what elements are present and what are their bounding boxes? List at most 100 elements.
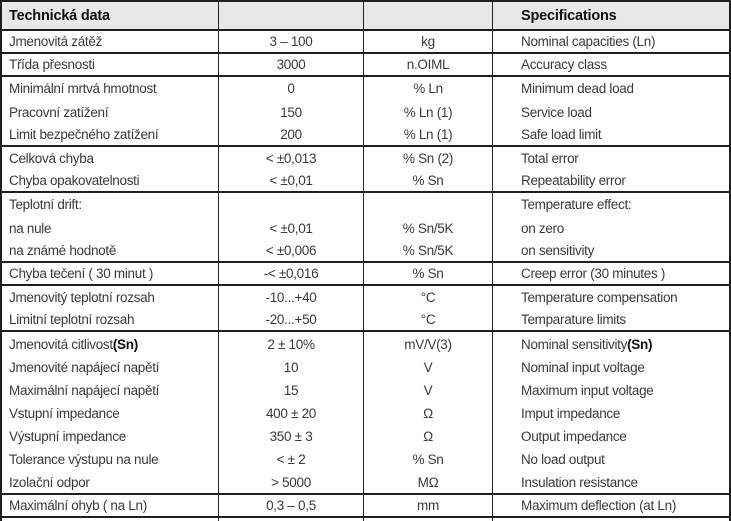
unit-cell xyxy=(364,193,493,217)
unit-cell: % Sn/5K xyxy=(364,216,493,240)
value-cell: 400 ± 20 xyxy=(219,402,364,426)
table-row: Maximální ohyb ( na Ln) 0,3 – 0,5 mm Max… xyxy=(2,494,729,518)
value-cell: 200 xyxy=(219,123,364,145)
table-row: na nule < ±0,01 % Sn/5K on zero xyxy=(2,216,729,240)
unit-cell: % Sn xyxy=(364,448,493,472)
table-row: Jmenovitý teplotní rozsah -10...+40 °C T… xyxy=(2,286,729,310)
table-row: Výstupní impedance 350 ± 3 Ω Output impe… xyxy=(2,425,729,449)
table-row: Chyba opakovatelnosti < ±0,01 % Sn Repea… xyxy=(2,170,729,194)
label-cz-cell: Limitní teplotní rozsah xyxy=(2,309,219,331)
value-cell: 350 ± 3 xyxy=(219,425,364,449)
value-cell: 2 ± 10% xyxy=(219,332,364,356)
unit-cell: V xyxy=(364,378,493,402)
header-czech-title: Technická data xyxy=(2,2,219,29)
table-row: Jmenovitá citlivost (Sn) 2 ± 10% mV/V(3)… xyxy=(2,332,729,356)
value-cell: -10...+40 xyxy=(219,286,364,310)
cropped-next-row xyxy=(2,517,729,521)
header-unit-column-empty xyxy=(364,2,493,29)
value-cell: < ±0,01 xyxy=(219,170,364,192)
table-row: Maximální napájecí napětí 15 V Maximum i… xyxy=(2,378,729,402)
label-en-cell: Maximum deflection (at Ln) xyxy=(521,497,677,513)
value-cell: 150 xyxy=(219,100,364,124)
label-en-cell: Minimum dead load xyxy=(521,81,634,97)
table-header-row: Technická data Specifications xyxy=(2,2,729,31)
cropped-label-cz-cell xyxy=(2,517,219,521)
unit-cell: n.OIML xyxy=(364,54,493,76)
label-cz-cell: Jmenovitá citlivost (Sn) xyxy=(2,332,219,356)
table-row: Celková chyba < ±0,013 % Sn (2) Total er… xyxy=(2,146,729,171)
label-cz-cell: Vstupní impedance xyxy=(2,402,219,426)
table-row: Teplotní drift: Temperature effect: xyxy=(2,193,729,217)
value-cell: 3000 xyxy=(219,54,364,76)
label-en-cell: on zero xyxy=(521,220,564,236)
header-english-title: Specifications xyxy=(521,7,617,24)
label-cz-cell: Tolerance výstupu na nule xyxy=(2,448,219,472)
table-row: Jmenovitá zátěž 3 – 100 kg Nominal capac… xyxy=(2,31,729,55)
label-en-cell: Repeatability error xyxy=(521,173,626,189)
unit-cell: Ω xyxy=(364,425,493,449)
unit-cell: % Sn/5K xyxy=(364,239,493,261)
table-row: na známé hodnotě < ±0,006 % Sn/5K on sen… xyxy=(2,239,729,263)
table-row: Limitní teplotní rozsah -20...+50 °C Tem… xyxy=(2,309,729,333)
label-en-cell: Accuracy class xyxy=(521,57,607,73)
cropped-unit-cell xyxy=(364,517,493,521)
unit-cell: °C xyxy=(364,309,493,331)
table-row: Pracovní zatížení 150 % Ln (1) Service l… xyxy=(2,100,729,124)
table-row: Izolační odpor > 5000 MΩ Insulation resi… xyxy=(2,471,729,495)
label-cz-cell: Výstupní impedance xyxy=(2,425,219,449)
label-cz-cell: Pracovní zatížení xyxy=(2,100,219,124)
label-en-cell: Creep error (30 minutes ) xyxy=(521,265,666,281)
label-en-cell: Nominal sensitivity (Sn) xyxy=(521,336,653,352)
label-en-cell: No load output xyxy=(521,452,605,468)
table-row: Chyba tečení ( 30 minut ) -< ±0,016 % Sn… xyxy=(2,262,729,287)
label-en-cell: Insulation resistance xyxy=(521,474,638,490)
table-row: Tolerance výstupu na nule < ± 2 % Sn No … xyxy=(2,448,729,472)
label-cz-cell: Třída přesnosti xyxy=(2,54,219,76)
label-en-cell: Safe load limit xyxy=(521,126,602,142)
value-cell: 3 – 100 xyxy=(219,31,364,53)
unit-cell: °C xyxy=(364,286,493,310)
value-cell: < ± 2 xyxy=(219,448,364,472)
label-en-cell: Nominal input voltage xyxy=(521,359,645,375)
unit-cell: mm xyxy=(364,494,493,516)
label-cz-cell: na známé hodnotě xyxy=(2,239,219,261)
label-cz-cell: Jmenovitý teplotní rozsah xyxy=(2,286,219,310)
table-row: Minimální mrtvá hmotnost 0 % Ln Minimum … xyxy=(2,77,729,101)
value-cell: 10 xyxy=(219,355,364,379)
value-cell: 15 xyxy=(219,378,364,402)
unit-cell: MΩ xyxy=(364,471,493,493)
header-value-column-empty xyxy=(219,2,364,29)
label-en-cell: Temperature effect: xyxy=(521,197,632,213)
label-cz-cell: Maximální napájecí napětí xyxy=(2,378,219,402)
label-en-cell: Maximum input voltage xyxy=(521,382,654,398)
unit-cell: % Sn xyxy=(364,170,493,192)
label-en-cell: Temperature compensation xyxy=(521,290,678,306)
value-cell: -< ±0,016 xyxy=(219,262,364,285)
label-cz-cell: Teplotní drift: xyxy=(2,193,219,217)
value-cell: < ±0,013 xyxy=(219,146,364,171)
label-en-cell: on sensitivity xyxy=(521,242,595,258)
label-cz-cell: Celková chyba xyxy=(2,146,219,171)
label-cz-cell: Chyba tečení ( 30 minut ) xyxy=(2,262,219,285)
value-cell: > 5000 xyxy=(219,471,364,493)
label-en-cell: Output impedance xyxy=(521,429,627,445)
label-en-cell: Nominal capacities (Ln) xyxy=(521,34,656,50)
value-cell xyxy=(219,193,364,217)
label-cz-cell: Jmenovité napájecí napětí xyxy=(2,355,219,379)
label-en-cell: Service load xyxy=(521,104,592,120)
table-row: Jmenovité napájecí napětí 10 V Nominal i… xyxy=(2,355,729,379)
unit-cell: % Sn xyxy=(364,262,493,285)
label-cz-cell: Minimální mrtvá hmotnost xyxy=(2,77,219,101)
value-cell: -20...+50 xyxy=(219,309,364,331)
label-en-cell: Total error xyxy=(521,151,579,167)
unit-cell: % Ln (1) xyxy=(364,123,493,145)
value-cell: 0,3 – 0,5 xyxy=(219,494,364,516)
table-body: Jmenovitá zátěž 3 – 100 kg Nominal capac… xyxy=(2,31,729,518)
label-cz-cell: Jmenovitá zátěž xyxy=(2,31,219,53)
value-cell: < ±0,006 xyxy=(219,239,364,261)
table-row: Limit bezpečného zatížení 200 % Ln (1) S… xyxy=(2,123,729,147)
table-row: Třída přesnosti 3000 n.OIML Accuracy cla… xyxy=(2,54,729,78)
label-cz-cell: Maximální ohyb ( na Ln) xyxy=(2,494,219,516)
